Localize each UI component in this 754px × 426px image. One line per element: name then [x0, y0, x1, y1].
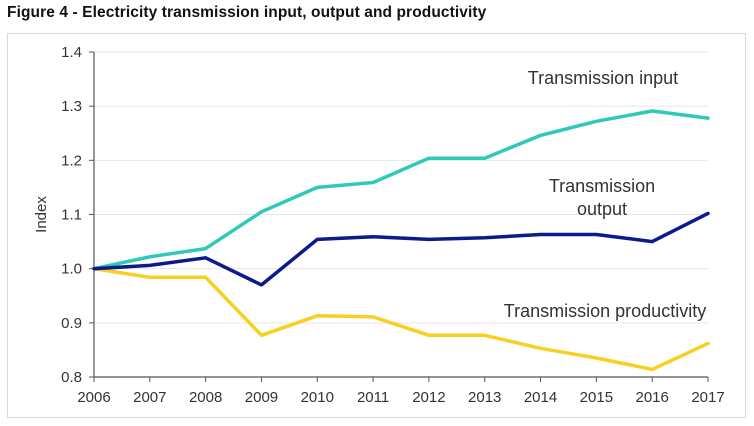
series-annotation: Transmission — [549, 176, 655, 196]
series-annotation: Transmission productivity — [504, 301, 706, 321]
x-tick-label: 2011 — [357, 389, 389, 406]
x-tick-label: 2017 — [691, 389, 724, 406]
x-tick-label: 2010 — [301, 389, 334, 406]
y-tick-labels: 0.8 0.9 1.0 1.1 1.2 1.3 1.4 — [61, 44, 82, 386]
gridlines — [94, 51, 708, 324]
x-tick-label: 2015 — [580, 389, 613, 406]
y-tick-label: 1.0 — [61, 261, 82, 278]
x-tick-label: 2013 — [468, 389, 501, 406]
x-tick-label: 2009 — [245, 389, 278, 406]
x-tick-labels: 2006 2007 2008 2009 2010 2011 2012 2013 2014 2015… — [77, 389, 724, 406]
x-tick-label: 2012 — [412, 389, 445, 406]
y-tick-label: 1.4 — [61, 44, 82, 61]
y-axis-label: Index — [33, 196, 50, 233]
figure-title: Figure 4 - Electricity transmission inpu… — [7, 4, 487, 21]
x-tick-label: 2006 — [77, 389, 110, 406]
y-tick-label: 0.8 — [61, 369, 82, 386]
y-tick-label: 1.1 — [61, 207, 82, 224]
y-tick-label: 1.3 — [61, 98, 82, 115]
series-line — [92, 109, 710, 271]
y-tick-label: 0.9 — [61, 315, 82, 332]
series-annotation: Transmission input — [528, 68, 678, 88]
chart-frame — [7, 33, 746, 418]
x-tick-label: 2016 — [635, 389, 668, 406]
x-tick-label: 2008 — [189, 389, 222, 406]
series-lines — [92, 109, 710, 372]
x-tick-label: 2014 — [524, 389, 557, 406]
series-annotations: Transmission input Transmission output Tran… — [504, 68, 706, 321]
series-line — [92, 266, 710, 372]
x-tick-label: 2007 — [133, 389, 166, 406]
series-line — [92, 211, 710, 287]
series-annotation: output — [577, 199, 627, 219]
axes — [89, 51, 709, 382]
y-tick-label: 1.2 — [61, 152, 82, 169]
